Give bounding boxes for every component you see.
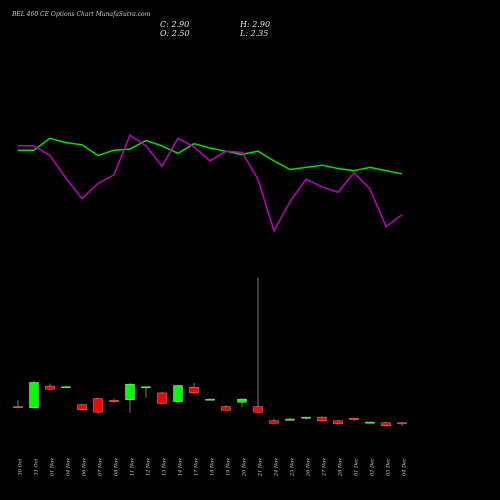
candle-6	[93, 397, 103, 414]
x-tick-label: 03 Dec	[386, 458, 392, 476]
x-tick-label: 04 Dec	[402, 458, 408, 476]
x-tick-label: 13 Nov	[162, 458, 168, 476]
candle-body	[109, 400, 119, 402]
candle-20	[317, 416, 327, 422]
candle-body	[253, 406, 263, 413]
candle-25	[397, 422, 407, 426]
candle-11	[173, 384, 183, 403]
candle-body	[141, 386, 151, 389]
candle-15	[237, 398, 247, 408]
candle-1	[13, 400, 23, 409]
candle-body	[317, 416, 327, 422]
candle-body	[61, 386, 71, 389]
close-value: C: 2.90	[160, 20, 189, 29]
candle-12	[189, 383, 199, 395]
candle-body	[221, 406, 231, 411]
x-tick-label: 11 Nov	[130, 458, 136, 476]
candle-10	[157, 392, 167, 405]
candle-13	[205, 398, 215, 401]
candle-body	[365, 421, 375, 424]
candle-14	[221, 405, 231, 411]
candle-body	[13, 406, 23, 409]
candles	[13, 277, 407, 427]
candle-24	[381, 422, 391, 427]
x-tick-label: 24 Nov	[274, 458, 280, 477]
x-tick-label: 21 Nov	[258, 458, 264, 477]
x-tick-label: 26 Nov	[306, 458, 312, 477]
x-tick-label: 06 Nov	[82, 458, 88, 476]
candle-body	[93, 398, 103, 413]
candle-body	[269, 420, 279, 424]
x-tick-label: 12 Nov	[146, 458, 152, 476]
high-value: H: 2.90	[239, 20, 270, 29]
candle-9	[141, 386, 151, 398]
x-tick-label: 18 Nov	[210, 458, 216, 476]
open-value: O: 2.50	[160, 29, 190, 38]
candle-19	[301, 416, 311, 420]
indicator-line-1	[18, 137, 403, 175]
candle-body	[45, 385, 55, 390]
x-axis-tick-labels: 30 Oct 31 Oct 01 Nov 04 Nov 06 Nov 07 Nov 08 N…	[18, 458, 408, 477]
x-tick-label: 17 Nov	[194, 458, 200, 476]
candle-18	[285, 418, 295, 421]
x-tick-label: 07 Nov	[98, 458, 104, 476]
candle-8	[125, 383, 135, 413]
indicator-lines	[18, 133, 403, 233]
candle-body	[157, 392, 167, 404]
x-tick-label: 27 Nov	[322, 458, 328, 477]
x-tick-label: 20 Nov	[242, 458, 248, 477]
candle-body	[285, 418, 295, 421]
candle-22	[349, 417, 359, 422]
candle-16	[253, 277, 263, 413]
candle-body	[349, 418, 359, 420]
candle-3	[45, 383, 55, 390]
x-tick-label: 01 Nov	[50, 458, 56, 476]
x-tick-label: 08 Nov	[114, 458, 120, 476]
candle-4	[61, 386, 71, 389]
low-value: L: 2.35	[239, 29, 268, 38]
candle-body	[397, 422, 407, 425]
candle-body	[301, 416, 311, 419]
candle-body	[29, 382, 39, 408]
candle-body	[125, 384, 135, 400]
x-tick-label: 31 Oct	[34, 458, 40, 476]
x-tick-label: 28 Nov	[338, 458, 344, 477]
candle-body	[189, 387, 199, 394]
indicator-line-2	[18, 133, 403, 233]
candle-body	[333, 420, 343, 425]
candle-body	[237, 398, 247, 403]
x-tick-label: 19 Nov	[226, 458, 232, 476]
candle-23	[365, 421, 375, 424]
x-tick-label: 04 Nov	[66, 458, 72, 476]
candle-2	[29, 381, 39, 409]
candle-body	[205, 398, 215, 401]
x-tick-label: 30 Oct	[18, 458, 24, 476]
x-tick-label: 02 Dec	[370, 458, 376, 476]
x-tick-label: 25 Nov	[290, 458, 296, 477]
x-tick-label: 01 Dec	[354, 458, 360, 476]
candle-5	[77, 404, 87, 411]
candle-body	[77, 404, 87, 410]
candle-body	[381, 422, 391, 427]
candle-17	[269, 419, 279, 424]
x-tick-label: 14 Nov	[178, 458, 184, 476]
candle-7	[109, 398, 119, 403]
candle-21	[333, 420, 343, 425]
chart-title: BEL 460 CE Options Chart MunafaSutra.com	[11, 11, 151, 18]
candle-body	[173, 385, 183, 402]
